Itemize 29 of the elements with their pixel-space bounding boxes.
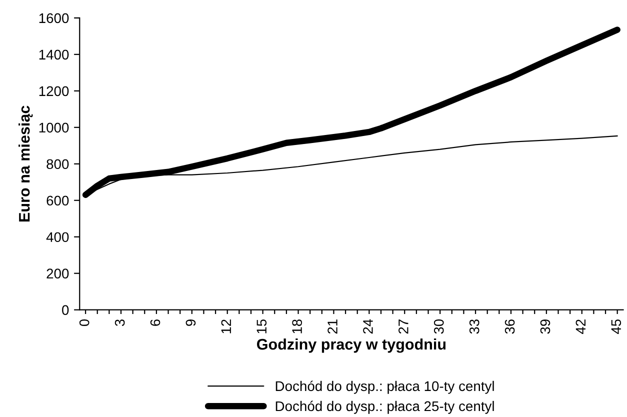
x-tick-label: 27 [398,320,408,334]
y-tick-label: 600 [46,196,69,206]
x-tick-label: 9 [186,320,196,326]
x-tick-label: 24 [363,319,373,334]
x-tick-label: 36 [504,319,515,334]
x-tick-label: 42 [576,320,586,334]
x-axis-title: Godziny pracy w tygodniu [257,338,446,353]
y-axis-title: Euro na miesiąc [18,106,33,222]
y-tick-label: 800 [46,159,69,170]
x-tick-label: 12 [221,320,231,334]
x-tick-label: 39 [540,320,550,334]
y-tick-label: 200 [46,268,69,279]
y-tick-label: 1000 [39,122,69,133]
y-tick-label: 1600 [39,13,69,24]
x-tick-label: 33 [469,319,480,334]
x-tick-label: 3 [114,319,125,326]
x-tick-label: 30 [434,319,444,334]
y-tick-label: 1200 [39,86,69,96]
legend-label: Dochód do dysp.: płaca 10-ty centyl [276,380,494,394]
x-tick-label: 45 [611,319,622,334]
x-tick-label: 18 [292,319,302,334]
y-tick-label: 400 [46,232,69,242]
x-tick-label: 6 [150,319,160,326]
x-tick-label: 21 [328,320,338,334]
y-tick-label: 1400 [39,50,69,60]
x-tick-label: 0 [79,319,90,326]
x-tick-label: 15 [256,319,267,334]
legend-label: Dochód do dysp.: płaca 25-ty centyl [276,400,494,414]
y-tick-label: 0 [62,305,69,315]
